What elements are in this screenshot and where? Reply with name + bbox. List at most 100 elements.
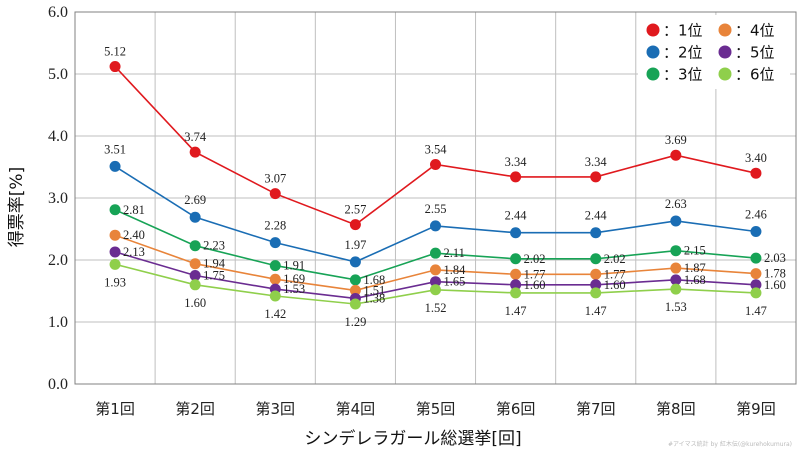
data-point [349,256,361,268]
data-label: 1.51 [363,283,385,297]
x-axis-title: シンデレラガール総選挙[回] [304,428,521,449]
data-point [349,274,361,286]
data-label: 1.47 [585,304,607,318]
data-point [109,160,121,172]
legend: ：1位 ：4位 ：2位 ：5位 ：3位 ：6位 [638,15,790,89]
data-point [750,167,762,179]
data-label: 2.13 [123,245,145,259]
x-tick-label: 第1回 [95,400,135,418]
data-point [510,171,522,183]
legend-marker [646,45,660,59]
data-point [430,276,441,288]
data-point [109,61,121,73]
legend-marker [718,45,732,59]
data-label: 2.11 [444,246,465,260]
data-label: 2.40 [123,228,145,242]
data-point [670,283,682,295]
data-label: 1.53 [665,300,687,314]
data-label: 1.77 [604,267,626,281]
data-point [189,270,201,281]
y-tick-label: 1.0 [48,314,68,331]
data-point [590,287,602,299]
legend-marker [718,23,732,37]
data-point [109,258,121,270]
data-label: 1.60 [764,278,786,292]
data-label: 2.28 [264,219,286,233]
data-label: 1.60 [184,296,206,310]
data-point [269,260,281,272]
legend-marker [718,67,732,81]
x-tick-label: 第8回 [656,400,696,418]
x-tick-label: 第7回 [576,400,616,418]
legend-label: ：3位 [663,66,703,84]
y-tick-label: 3.0 [48,190,68,207]
data-point [750,252,762,264]
data-label: 2.02 [604,252,626,266]
y-tick-label: 6.0 [48,4,68,21]
data-label: 1.47 [745,304,767,318]
data-label: 5.12 [104,45,126,59]
x-tick-label: 第9回 [736,400,776,418]
data-label: 3.51 [104,142,126,156]
data-point [670,149,682,161]
x-tick-label: 第2回 [175,400,215,418]
legend-label: ：1位 [663,22,703,40]
y-tick-label: 5.0 [48,66,68,83]
data-label: 1.93 [104,275,126,289]
data-point [269,188,281,200]
data-point [269,273,281,285]
data-point [430,159,441,171]
data-label: 1.52 [425,301,447,315]
legend-label: ：6位 [735,66,775,84]
plot-frame [74,11,797,385]
data-label: 2.02 [524,252,546,266]
data-label: 1.42 [264,307,286,321]
data-label: 1.78 [764,267,786,281]
data-label: 1.68 [363,273,385,287]
data-label: 2.44 [585,209,608,223]
data-label: 1.75 [203,269,225,283]
y-tick-label: 2.0 [48,252,68,269]
data-point [269,290,281,302]
data-label: 2.44 [505,209,528,223]
data-label: 3.34 [505,155,528,169]
data-point [430,247,441,259]
data-label: 3.34 [585,155,608,169]
y-tick-labels: 0.0 1.0 2.0 3.0 4.0 5.0 6.0 [48,4,68,393]
data-label: 2.03 [764,251,786,265]
data-point [430,284,441,296]
data-point [510,227,522,239]
data-point [349,298,361,310]
series-points [109,61,762,310]
data-labels: 5.12 3.74 3.07 2.57 3.54 3.34 3.34 3.69 3.40 3.51… [104,45,786,329]
y-axis-title: 得票率[%] [7,167,27,247]
data-label: 2.15 [684,244,706,258]
data-point [189,211,201,223]
data-point [510,279,522,291]
legend-label: ：2位 [663,44,703,62]
data-point [670,245,682,257]
data-point [670,262,682,274]
data-label: 2.81 [123,203,145,217]
data-label: 1.29 [344,315,366,329]
data-label: 1.65 [444,275,466,289]
data-label: 1.94 [203,257,226,271]
data-point [189,258,201,270]
data-point [750,279,762,291]
data-label: 3.74 [184,130,207,144]
x-tick-label: 第3回 [256,400,296,418]
data-label: 1.69 [283,272,305,286]
data-point [189,146,201,158]
data-label: 3.07 [264,172,286,186]
x-tick-label: 第6回 [496,400,536,418]
data-point [510,253,522,265]
data-label: 1.38 [363,291,385,305]
data-point [430,220,441,232]
data-point [189,279,201,291]
data-point [349,219,361,231]
data-point [590,227,602,239]
y-tick-label: 4.0 [48,128,68,145]
data-label: 2.63 [665,197,687,211]
legend-marker [646,67,660,81]
data-point [109,229,121,241]
